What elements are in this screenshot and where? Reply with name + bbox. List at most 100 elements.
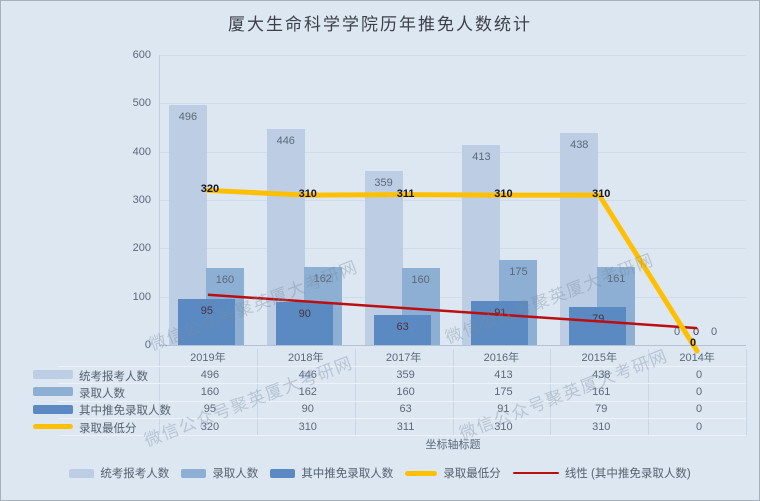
table-gridline-v <box>354 349 356 436</box>
bar-value-label: 446 <box>276 135 295 148</box>
table-cell: 0 <box>696 368 703 381</box>
table-gridline-v <box>746 349 747 436</box>
legend-label: 录取人数 <box>212 468 259 480</box>
x-axis-label: 2015年 <box>581 352 617 364</box>
table-gridline-v <box>452 349 454 436</box>
legend-item: 其中推免录取人数 <box>270 465 393 481</box>
table-cell: 311 <box>396 420 415 433</box>
min-score-line <box>205 187 700 354</box>
bar-value-label: 175 <box>509 266 528 279</box>
series-name: 统考报考人数 <box>79 370 148 383</box>
table-cell: 0 <box>696 385 703 398</box>
chart-title: 厦大生命科学学院历年推免人数统计 <box>228 15 532 34</box>
bar-value-label: 0 <box>693 326 700 338</box>
x-axis-label: 2019年 <box>190 352 226 364</box>
table-gridline-h <box>58 366 746 367</box>
table-cell: 161 <box>592 385 611 398</box>
gridline <box>159 103 746 105</box>
bar-value-label: 438 <box>570 139 589 152</box>
series-swatch <box>33 424 73 430</box>
legend-label: 录取最低分 <box>443 468 501 480</box>
bar-value-label: 63 <box>396 320 409 333</box>
gridline <box>159 296 746 298</box>
table-gridline-h <box>58 383 746 385</box>
bar-value-label: 160 <box>215 273 235 286</box>
legend-label: 线性 (其中推免录取人数) <box>564 468 691 480</box>
legend-swatch <box>69 468 95 478</box>
table-cell: 91 <box>497 403 510 416</box>
series-name: 录取最低分 <box>79 422 137 435</box>
table-cell: 320 <box>200 420 220 433</box>
series-swatch <box>33 370 73 380</box>
bar-value-label: 90 <box>298 307 311 320</box>
table-cell: 446 <box>298 368 317 381</box>
table-cell: 63 <box>399 403 412 416</box>
bar-value-label: 0 <box>674 326 681 338</box>
gridline <box>159 200 746 201</box>
line-value-label: 310 <box>494 188 513 201</box>
legend-swatch <box>270 468 296 478</box>
y-axis-line <box>159 55 160 345</box>
bar-bar-series3 <box>471 301 529 345</box>
table-gridline-h <box>58 435 746 437</box>
x-axis-title: 坐标轴标题 <box>425 439 481 451</box>
table-cell: 359 <box>396 368 415 381</box>
y-axis-tick-label: 100 <box>132 290 151 303</box>
legend-swatch <box>512 471 559 475</box>
series-swatch <box>33 404 73 414</box>
table-cell: 79 <box>595 403 608 416</box>
table-gridline-v <box>159 349 160 436</box>
line-value-label: 310 <box>592 188 611 201</box>
bar-value-label: 160 <box>411 273 430 286</box>
x-axis-label: 2016年 <box>483 352 520 364</box>
table-gridline-v <box>648 349 650 436</box>
legend-swatch <box>181 468 207 478</box>
trend-line <box>207 293 698 330</box>
bar-value-label: 162 <box>313 272 332 285</box>
bar-value-label: 161 <box>607 273 626 286</box>
line-value-label: 320 <box>200 183 220 196</box>
bar-bar-series3 <box>177 299 235 345</box>
table-cell: 0 <box>696 403 703 416</box>
x-axis-line <box>159 345 746 346</box>
legend-item: 录取人数 <box>181 465 258 481</box>
table-gridline-h <box>58 400 746 402</box>
y-axis-tick-label: 200 <box>132 242 151 255</box>
y-axis-tick-label: 0 <box>144 339 151 351</box>
table-cell: 413 <box>494 368 513 381</box>
y-axis-tick-label: 500 <box>132 97 151 110</box>
legend-item: 录取最低分 <box>405 465 501 481</box>
table-cell: 160 <box>200 385 220 398</box>
table-cell: 310 <box>298 420 317 433</box>
legend-swatch <box>405 470 438 476</box>
bar-bar-series3 <box>373 314 431 345</box>
table-cell: 496 <box>200 368 220 381</box>
series-swatch <box>33 387 73 397</box>
y-axis-tick-label: 400 <box>132 145 151 158</box>
table-cell: 438 <box>592 368 611 381</box>
table-gridline-v <box>550 349 552 436</box>
gridline <box>159 151 746 153</box>
bar-value-label: 0 <box>711 326 718 338</box>
legend-item: 统考报考人数 <box>69 465 169 481</box>
bar-value-label: 95 <box>200 305 214 318</box>
table-cell: 160 <box>396 385 415 398</box>
bar-bar-series3 <box>569 306 627 345</box>
line-value-label: 310 <box>298 188 317 201</box>
bar-value-label: 496 <box>178 111 198 124</box>
table-cell: 175 <box>494 385 513 398</box>
table-cell: 0 <box>696 420 703 433</box>
legend-label: 其中推免录取人数 <box>301 468 394 480</box>
line-value-label: 0 <box>690 337 697 349</box>
y-axis-tick-label: 600 <box>132 49 151 61</box>
bar-bar-series3 <box>275 301 333 345</box>
legend-item: 线性 (其中推免录取人数) <box>512 465 691 481</box>
table-gridline-h <box>58 417 746 419</box>
x-axis-label: 2017年 <box>385 352 422 364</box>
bar-value-label: 359 <box>374 177 393 190</box>
gridline <box>159 55 746 56</box>
table-cell: 95 <box>203 403 217 416</box>
x-axis-label: 2018年 <box>288 352 324 364</box>
